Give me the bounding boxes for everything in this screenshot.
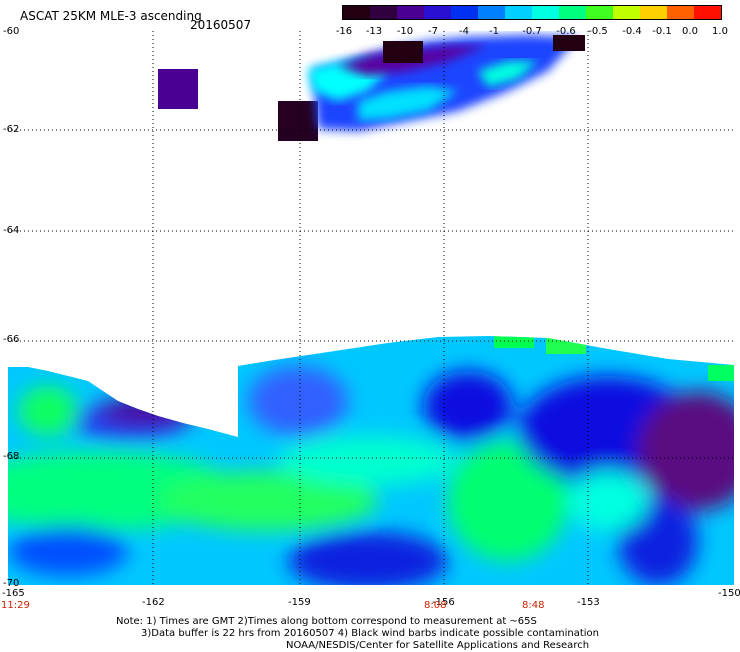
- lat-label: -64: [3, 225, 20, 236]
- product-title: ASCAT 25KM MLE-3 ascending: [20, 9, 202, 23]
- time-label: 8:08: [424, 600, 447, 611]
- lon-label: -159: [288, 597, 311, 608]
- footer-credit: NOAA/NESDIS/Center for Satellite Applica…: [286, 640, 590, 651]
- color-scale-label: -0.4: [622, 26, 642, 37]
- color-scale-swatch: [586, 6, 614, 19]
- color-scale-label: -4: [459, 26, 469, 37]
- color-scale-swatch: [532, 6, 560, 19]
- lat-label: -66: [3, 334, 20, 345]
- color-scale-label: -16: [335, 26, 353, 37]
- wind-map: [8, 31, 734, 585]
- lat-label: -62: [3, 124, 20, 135]
- lon-label: -150: [718, 588, 740, 599]
- color-scale-swatch: [558, 6, 587, 19]
- color-scale-swatch: [369, 6, 398, 19]
- color-scale-label: -0.7: [522, 26, 542, 37]
- color-scale-label: -0.5: [588, 26, 608, 37]
- color-scale-swatch: [666, 6, 695, 19]
- color-scale-label: -10: [396, 26, 414, 37]
- color-scale-swatch: [694, 6, 721, 19]
- color-scale-swatch: [639, 6, 668, 19]
- color-scale-label: 1.0: [712, 26, 728, 37]
- color-scale-swatch: [613, 6, 641, 19]
- north-swath: [158, 35, 585, 141]
- color-scale-label: -7: [428, 26, 438, 37]
- lon-label: -153: [577, 597, 600, 608]
- color-scale-label: 0.0: [682, 26, 698, 37]
- color-scale-label: -13: [365, 26, 383, 37]
- lat-label: -68: [3, 451, 20, 462]
- color-scale-label: -1: [489, 26, 499, 37]
- time-label: 8:48: [522, 600, 545, 611]
- product-date: 20160507: [190, 18, 252, 32]
- color-scale-swatch: [343, 6, 371, 19]
- color-scale-label: -0.6: [556, 26, 576, 37]
- lon-label: -165: [2, 588, 25, 599]
- wind-map-canvas: [8, 31, 734, 585]
- lon-label: -162: [142, 597, 165, 608]
- lon-label: -156: [432, 597, 455, 608]
- color-scale-label: -0.1: [652, 26, 672, 37]
- color-scale-swatch: [477, 6, 506, 19]
- color-scale-swatch: [397, 6, 425, 19]
- color-scale-bar: [342, 5, 722, 20]
- color-scale-swatch: [450, 6, 479, 19]
- footer-note-2: 3)Data buffer is 22 hrs from 20160507 4)…: [141, 628, 599, 639]
- lat-label: -70: [3, 578, 20, 589]
- graticule: [8, 31, 734, 585]
- lat-label: -60: [3, 26, 20, 37]
- time-label: 11:29: [1, 600, 30, 611]
- color-scale-swatch: [505, 6, 533, 19]
- color-scale-swatch: [424, 6, 452, 19]
- footer-note-1: Note: 1) Times are GMT 2)Times along bot…: [116, 616, 537, 627]
